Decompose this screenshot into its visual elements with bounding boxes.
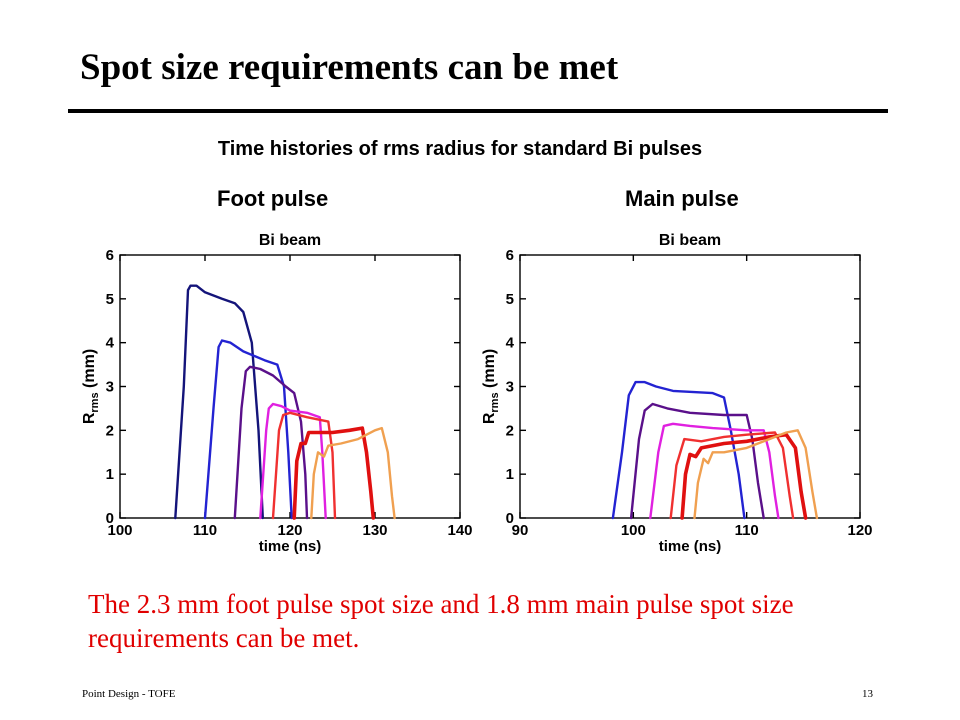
y-tick-label: 3 [106,379,114,396]
y-axis-label-subscript: rms [489,392,501,412]
y-tick-label: 6 [506,247,514,264]
series-line-1 [174,284,264,520]
y-tick-label: 5 [106,291,114,308]
series-line-7 [310,426,396,520]
series-line-5 [680,432,808,520]
y-tick-label: 5 [506,291,514,308]
y-tick-label: 0 [106,510,114,527]
y-tick-label: 1 [506,466,514,483]
series-line-3 [649,422,780,520]
y-axis-label-unit: (mm) [481,349,498,393]
main-pulse-label: Main pulse [625,186,739,211]
foot-pulse-label: Foot pulse [217,186,329,211]
x-tick-label: 130 [362,522,387,539]
y-axis-label-unit: (mm) [81,349,98,393]
y-tick-label: 3 [506,379,514,396]
chart-title: Bi beam [659,232,721,249]
y-tick-label: 4 [506,335,515,352]
x-tick-label: 110 [193,522,217,539]
y-tick-label: 0 [506,510,514,527]
x-tick-label: 120 [847,522,872,539]
x-tick-label: 90 [512,522,529,539]
y-axis-label-subscript: rms [89,392,101,412]
x-tick-label: 110 [735,522,759,539]
series-line-6 [693,429,819,520]
y-axis-label: Rrms (mm) [81,349,101,424]
title-divider [68,109,888,113]
page-number: 13 [862,688,873,700]
x-tick-label: 100 [107,522,132,539]
y-tick-label: 6 [106,247,114,264]
y-tick-label: 4 [106,335,115,352]
series-line-6 [292,426,376,520]
x-axis-label: time (ns) [259,538,322,555]
slide-subtitle: Time histories of rms radius for standar… [217,138,703,160]
y-tick-label: 2 [506,422,514,439]
y-tick-label: 2 [106,422,114,439]
chart-title: Bi beam [259,232,321,249]
x-tick-label: 120 [277,522,302,539]
y-axis-label: Rrms (mm) [481,349,501,424]
y-axis-label-main: R [81,412,98,424]
plot-frame [519,254,861,519]
series-line-4 [669,431,795,520]
slide-title: Spot size requirements can be met [80,47,619,88]
series-line-1 [611,380,746,520]
x-axis-label: time (ns) [659,538,722,555]
y-tick-label: 1 [106,466,114,483]
x-tick-label: 100 [621,522,646,539]
x-tick-label: 140 [447,522,472,539]
caption-text: The 2.3 mm foot pulse spot size and 1.8 … [88,589,794,653]
series-line-5 [271,411,337,520]
series-line-4 [259,402,327,520]
y-axis-label-main: R [481,412,498,424]
footer-left-text: Point Design - TOFE [82,688,176,700]
series-line-2 [629,402,765,520]
main-pulse-chart: Bi beam 90 100 110 120 0 1 2 3 4 5 6 time (ns) Rrms (… [481,232,873,555]
series-line-3 [233,365,309,520]
foot-pulse-chart: Bi beam 100 110 120 130 140 0 1 2 3 4 5 6 time (ns) Rr… [81,232,473,555]
